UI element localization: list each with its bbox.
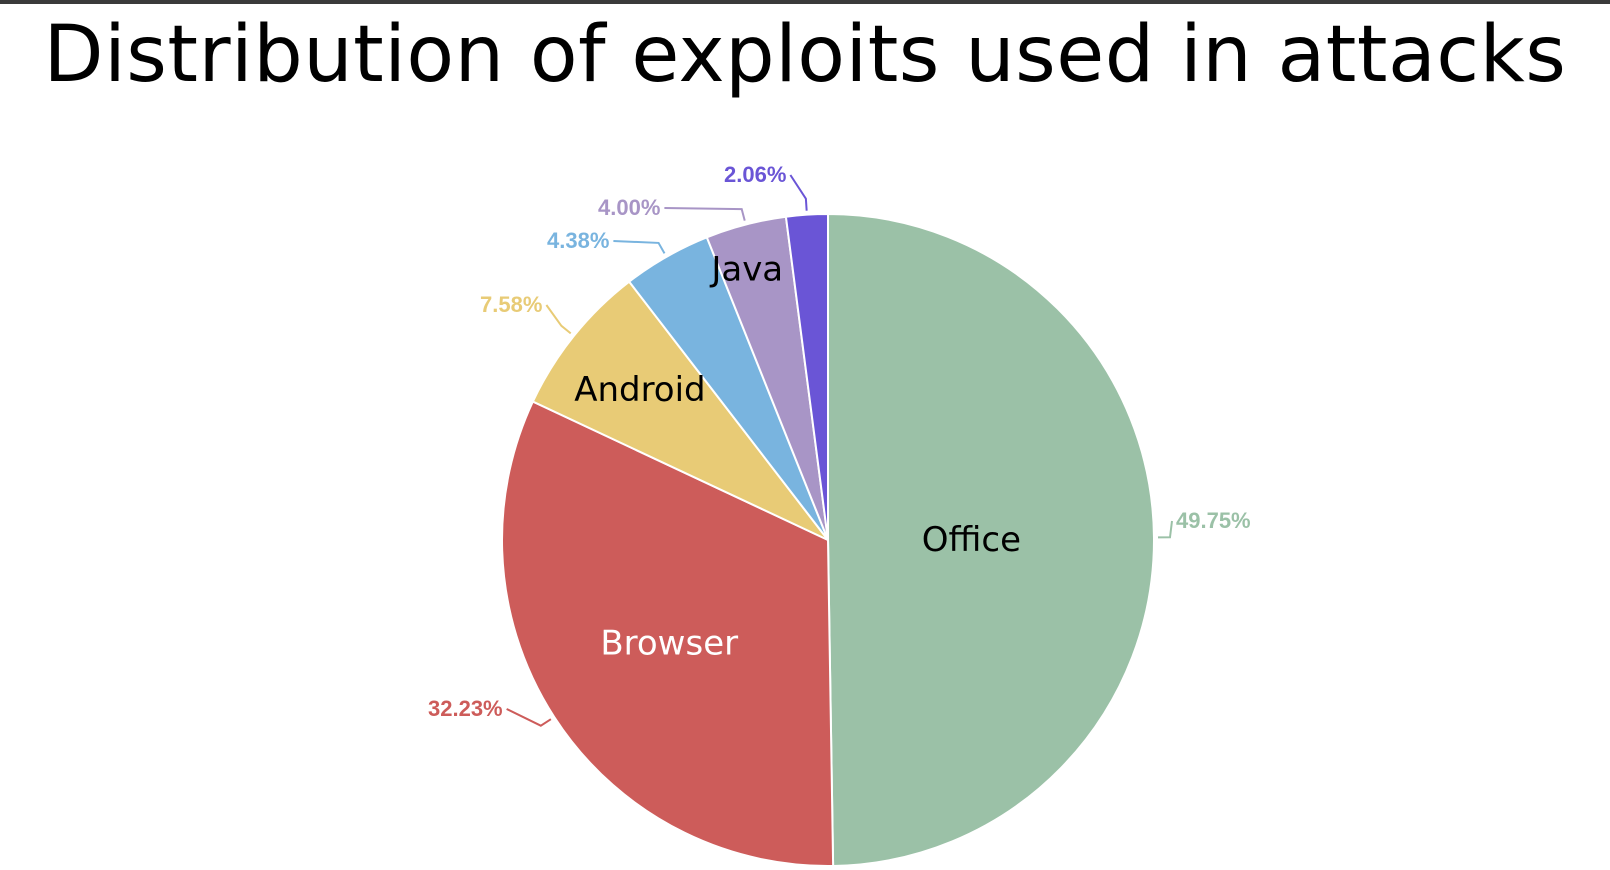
pie-slice-unlabeled-5 xyxy=(784,212,829,541)
category-label-android: Android xyxy=(574,370,705,410)
pie-slice-browser xyxy=(501,400,835,867)
pie-slice-android xyxy=(531,280,829,541)
percent-label: 32.23% xyxy=(428,696,503,721)
percent-label: 4.00% xyxy=(598,195,660,220)
pie-slice-office xyxy=(827,212,1156,867)
leader-line xyxy=(1157,520,1173,539)
pie-slices xyxy=(501,212,1156,867)
percent-labels: 49.75% 32.23% 7.58% 4.38% 4.00% 2.06% xyxy=(428,162,1251,721)
leader-line xyxy=(506,708,552,727)
leader-line xyxy=(613,240,666,254)
percent-label: 2.06% xyxy=(724,162,786,187)
leader-line xyxy=(664,207,746,221)
leader-line xyxy=(789,174,808,211)
category-label-java: Java xyxy=(709,250,783,290)
category-label-office: Office xyxy=(922,520,1021,560)
category-labels: Office Browser Android Java xyxy=(574,250,1021,664)
chart-title: Distribution of exploits used in attacks xyxy=(43,10,1567,100)
percent-label: 49.75% xyxy=(1176,508,1251,533)
leader-line xyxy=(545,304,572,335)
leader-lines xyxy=(506,174,1173,727)
category-label-browser: Browser xyxy=(600,624,738,664)
percent-label: 4.38% xyxy=(547,228,609,253)
top-rule xyxy=(0,0,1610,4)
percent-label: 7.58% xyxy=(480,292,542,317)
